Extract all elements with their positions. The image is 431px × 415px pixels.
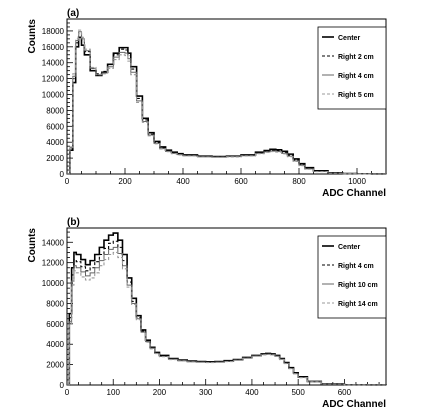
legend-entry: Right 14 cm bbox=[338, 301, 378, 308]
legend-entry: Center bbox=[338, 35, 360, 42]
x-tick-label: 0 bbox=[65, 177, 70, 186]
x-tick-label: 200 bbox=[118, 177, 132, 186]
y-tick-label: 0 bbox=[60, 170, 65, 179]
x-tick-label: 500 bbox=[291, 388, 305, 397]
legend-entry: Right 4 cm bbox=[338, 73, 374, 80]
y-tick-label: 14000 bbox=[42, 238, 65, 247]
y-tick-label: 2000 bbox=[46, 154, 64, 163]
x-tick-label: 400 bbox=[176, 177, 190, 186]
x-tick-label: 400 bbox=[245, 388, 259, 397]
x-tick-label: 300 bbox=[199, 388, 213, 397]
y-axis-label: Counts bbox=[27, 19, 38, 54]
x-tick-label: 1000 bbox=[348, 177, 366, 186]
panel-label: (a) bbox=[67, 8, 79, 19]
chart-panel-1: 0 100 200 300 400 500 600020004000600080001000… bbox=[27, 217, 387, 410]
legend-entry: Right 5 cm bbox=[338, 92, 374, 99]
y-tick-label: 8000 bbox=[46, 299, 64, 308]
legend: Center Right 4 cm Right 10 cm Right 14 cm bbox=[317, 235, 387, 319]
legend-entry: Right 2 cm bbox=[338, 54, 374, 61]
y-tick-label: 12000 bbox=[42, 259, 65, 268]
legend-box bbox=[317, 235, 387, 319]
y-tick-label: 8000 bbox=[46, 106, 64, 115]
legend-entry: Right 4 cm bbox=[338, 263, 374, 270]
y-axis-label: Counts bbox=[27, 228, 38, 263]
y-tick-label: 14000 bbox=[42, 59, 65, 68]
legend-box bbox=[317, 26, 387, 110]
series-line-3 bbox=[67, 29, 387, 175]
y-tick-label: 10000 bbox=[42, 279, 65, 288]
x-tick-label: 200 bbox=[153, 388, 167, 397]
y-tick-label: 16000 bbox=[42, 43, 65, 52]
series-line-2 bbox=[67, 246, 387, 386]
x-tick-label: 600 bbox=[338, 388, 352, 397]
legend: Center Right 2 cm Right 4 cm Right 5 cm bbox=[317, 26, 387, 110]
legend-entry: Right 10 cm bbox=[338, 282, 378, 289]
panel-label: (b) bbox=[67, 217, 80, 228]
x-tick-label: 800 bbox=[292, 177, 306, 186]
y-tick-label: 4000 bbox=[46, 138, 64, 147]
y-tick-label: 4000 bbox=[46, 340, 64, 349]
y-tick-label: 18000 bbox=[42, 27, 65, 36]
legend-entry: Center bbox=[338, 244, 360, 251]
y-tick-label: 12000 bbox=[42, 75, 65, 84]
x-axis-label: ADC Channel bbox=[322, 188, 386, 199]
y-tick-label: 6000 bbox=[46, 320, 64, 329]
x-axis-label: ADC Channel bbox=[322, 399, 386, 410]
y-tick-label: 6000 bbox=[46, 122, 64, 131]
y-tick-label: 0 bbox=[60, 381, 65, 390]
x-tick-label: 600 bbox=[234, 177, 248, 186]
x-tick-label: 100 bbox=[107, 388, 121, 397]
chart-panel-0: 0 200 400 600 800 100002000400060008000100001… bbox=[27, 8, 387, 199]
y-tick-label: 2000 bbox=[46, 361, 64, 370]
x-tick-label: 0 bbox=[65, 388, 70, 397]
y-tick-label: 10000 bbox=[42, 91, 65, 100]
